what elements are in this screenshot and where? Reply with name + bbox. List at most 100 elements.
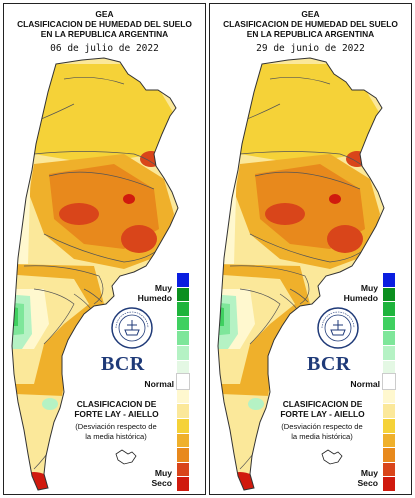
contour-line	[23, 265, 104, 305]
legend-swatch	[382, 373, 396, 390]
legend-swatch	[383, 432, 395, 448]
country-outline	[11, 57, 179, 491]
contour-line	[83, 288, 103, 303]
legend-swatch	[177, 388, 189, 404]
contour-line	[289, 288, 309, 303]
contour-line	[239, 288, 281, 345]
contour-line	[33, 288, 75, 345]
classification-line-1: CLASIFICACION DE	[282, 399, 363, 409]
legend-label-wet-2: Humedo	[137, 293, 172, 303]
legend-swatch	[177, 359, 189, 375]
legend-swatch	[177, 301, 189, 316]
classification-note: (Desviación respecto de la media históric…	[61, 422, 171, 441]
note-line-2: la media histórica)	[291, 431, 353, 441]
map-panel-right: GEA CLASIFICACION DE HUMEDAD DEL SUELO EN …	[209, 3, 412, 495]
map-date: 29 de junio de 2022	[256, 43, 365, 54]
note-line-1: (Desviación respecto de	[281, 422, 363, 431]
bcr-seal-logo	[317, 307, 359, 349]
legend-swatch	[177, 447, 189, 462]
legend-swatch	[177, 272, 189, 287]
classification-line-2: FORTE LAY - AIELLO	[74, 409, 159, 419]
legend-swatch	[383, 272, 395, 287]
legend-label-dry-2: Seco	[357, 478, 378, 488]
legend-label-dry: Muy Seco	[338, 468, 378, 488]
contour-line	[63, 77, 125, 85]
region-dry-spot	[140, 151, 162, 167]
region-dry-spot	[123, 194, 135, 204]
region-wet-spot	[42, 398, 58, 410]
legend-swatch	[177, 417, 189, 433]
region-dry-spot	[265, 203, 305, 225]
contour-line	[48, 171, 155, 190]
soil-moisture-map	[217, 57, 385, 491]
legend-label-wet-1: Muy	[154, 283, 172, 293]
region-dry-spot	[329, 194, 341, 204]
country-outline	[217, 57, 385, 491]
classification-note: (Desviación respecto de la media históric…	[267, 422, 377, 441]
legend-label-wet: Muy Humedo	[132, 283, 172, 303]
legend-swatch	[383, 301, 395, 316]
legend-label-dry-1: Muy	[360, 468, 378, 478]
header-title: CLASIFICACION DE HUMEDAD DEL SUELO	[223, 19, 398, 29]
legend-swatch	[177, 461, 189, 477]
bcr-logo-text: BCR	[101, 353, 145, 375]
header-gea: GEA	[95, 9, 114, 19]
legend-swatch	[383, 403, 395, 418]
legend-label-wet-2: Humedo	[343, 293, 378, 303]
header-gea: GEA	[301, 9, 320, 19]
legend-swatch	[383, 447, 395, 462]
legend-swatch	[177, 344, 189, 360]
region-wet-andes	[218, 306, 224, 326]
region-west	[218, 124, 238, 264]
islands-outline	[321, 449, 343, 465]
legend-swatch	[383, 359, 395, 375]
region-dry-spot	[121, 225, 157, 253]
map-panel-left: GEA CLASIFICACION DE HUMEDAD DEL SUELO EN …	[3, 3, 206, 495]
map-date: 06 de julio de 2022	[50, 43, 159, 54]
legend-swatch	[383, 330, 395, 345]
contour-line	[269, 77, 331, 85]
legend-swatch	[177, 403, 189, 418]
legend-label-wet-1: Muy	[360, 283, 378, 293]
region-wet-andes	[12, 306, 18, 326]
region-north	[34, 64, 174, 164]
classification-line-2: FORTE LAY - AIELLO	[280, 409, 365, 419]
legend-swatch	[383, 476, 395, 491]
header-subtitle: EN LA REPUBLICA ARGENTINA	[246, 29, 375, 39]
region-dry-spot	[327, 225, 363, 253]
islands-outline	[115, 449, 137, 465]
classification-title: CLASIFICACION DE FORTE LAY - AIELLO	[270, 399, 375, 419]
region-dry-spot	[346, 151, 368, 167]
legend-label-dry-2: Seco	[151, 478, 172, 488]
legend-swatch	[177, 315, 189, 331]
note-line-1: (Desviación respecto de	[75, 422, 157, 431]
region-wet-spot	[248, 398, 264, 410]
legend-swatch	[383, 286, 395, 302]
legend-label-dry-1: Muy	[154, 468, 172, 478]
legend-swatch	[177, 330, 189, 345]
legend-swatch	[177, 286, 189, 302]
legend-colorbar	[176, 272, 190, 491]
classification-title: CLASIFICACION DE FORTE LAY - AIELLO	[64, 399, 169, 419]
header-subtitle: EN LA REPUBLICA ARGENTINA	[40, 29, 169, 39]
region-dry-spot	[59, 203, 99, 225]
legend-swatch	[177, 432, 189, 448]
legend-swatch	[383, 461, 395, 477]
region-west	[12, 124, 32, 264]
legend-label-normal: Normal	[144, 379, 174, 389]
legend-swatch	[176, 373, 190, 390]
legend-label-wet: Muy Humedo	[338, 283, 378, 303]
classification-line-1: CLASIFICACION DE	[76, 399, 157, 409]
bcr-logo-text: BCR	[307, 353, 351, 375]
contour-line	[254, 171, 361, 190]
legend-label-normal: Normal	[350, 379, 380, 389]
legend-colorbar	[382, 272, 396, 491]
legend-swatch	[383, 344, 395, 360]
note-line-2: la media histórica)	[85, 431, 147, 441]
legend-label-dry: Muy Seco	[132, 468, 172, 488]
region-north	[240, 64, 380, 164]
legend-swatch	[383, 417, 395, 433]
legend-swatch	[383, 315, 395, 331]
header-title: CLASIFICACION DE HUMEDAD DEL SUELO	[17, 19, 192, 29]
soil-moisture-map	[11, 57, 179, 491]
